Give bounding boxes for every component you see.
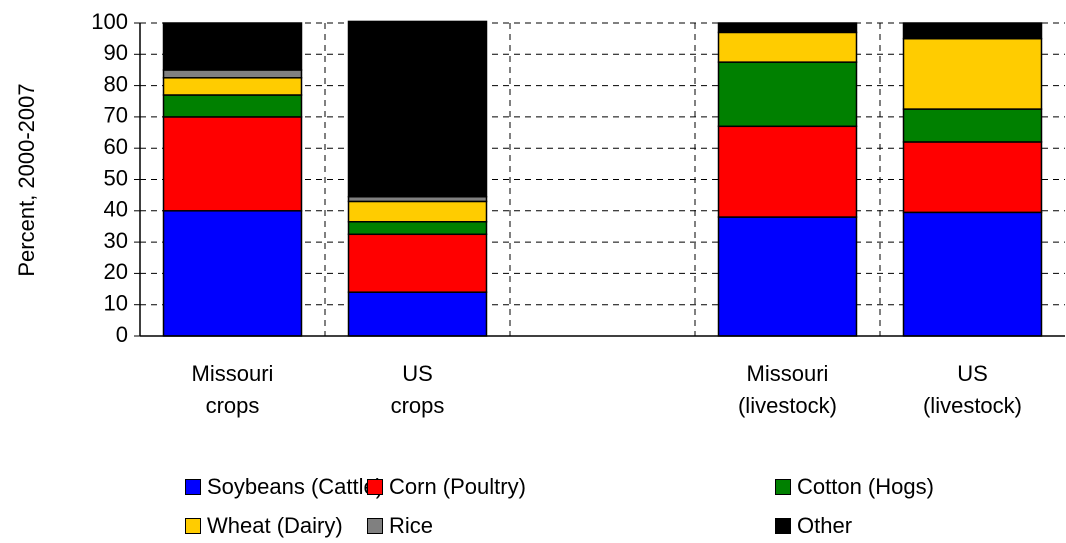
legend-swatch bbox=[367, 518, 383, 534]
bar-segment bbox=[162, 94, 303, 118]
legend-swatch bbox=[367, 479, 383, 495]
legend-swatch bbox=[185, 518, 201, 534]
legend-swatch bbox=[775, 479, 791, 495]
bar-segment bbox=[347, 20, 488, 198]
bar-segment bbox=[347, 291, 488, 337]
bar-segment bbox=[162, 116, 303, 212]
legend-swatch bbox=[185, 479, 201, 495]
y-tick-label: 60 bbox=[104, 134, 128, 159]
y-tick-label: 20 bbox=[104, 259, 128, 284]
bar-segment bbox=[902, 141, 1043, 214]
bar-segment bbox=[902, 211, 1043, 337]
x-tick-label: US crops bbox=[390, 361, 445, 418]
bar-segment bbox=[347, 233, 488, 293]
bar-segment bbox=[717, 125, 858, 218]
bar-segment bbox=[162, 69, 303, 79]
legend-swatch bbox=[775, 518, 791, 534]
y-tick-label: 10 bbox=[104, 291, 128, 316]
legend-item: Cotton (Hogs) bbox=[775, 474, 934, 500]
bar-segment bbox=[717, 216, 858, 337]
y-axis-label: Percent, 2000-2007 bbox=[14, 83, 39, 276]
legend-item: Other bbox=[775, 513, 852, 539]
y-tick-label: 40 bbox=[104, 197, 128, 222]
bar-segment bbox=[162, 210, 303, 337]
legend-label: Cotton (Hogs) bbox=[797, 474, 934, 499]
bar-segment bbox=[902, 108, 1043, 143]
y-tick-label: 80 bbox=[104, 71, 128, 96]
y-tick-label: 100 bbox=[91, 9, 128, 34]
legend-label: Other bbox=[797, 513, 853, 538]
bar-segment bbox=[347, 221, 488, 236]
y-tick-label: 50 bbox=[104, 165, 128, 190]
legend-item: Corn (Poultry) bbox=[367, 474, 526, 500]
legend-item: Rice bbox=[367, 513, 433, 539]
bar-segment bbox=[902, 37, 1043, 110]
legend-label: Soybeans (Cattle) bbox=[207, 474, 384, 499]
bar-segment bbox=[347, 200, 488, 223]
legend-item: Soybeans (Cattle) bbox=[185, 474, 383, 500]
bar-segment bbox=[717, 31, 858, 63]
legend-label: Corn (Poultry) bbox=[389, 474, 526, 499]
bar-segment bbox=[162, 22, 303, 71]
y-tick-label: 30 bbox=[104, 228, 128, 253]
bar-segment bbox=[717, 22, 858, 34]
legend-label: Rice bbox=[389, 513, 434, 538]
legend-label: Wheat (Dairy) bbox=[207, 513, 343, 538]
bar-segment bbox=[902, 22, 1043, 40]
x-tick-label: Missouri crops bbox=[191, 361, 274, 418]
y-tick-label: 90 bbox=[104, 40, 128, 65]
x-tick-label: US (livestock) bbox=[922, 361, 1022, 418]
y-tick-label: 0 bbox=[116, 322, 128, 347]
bar-segment bbox=[162, 77, 303, 96]
bar-segment bbox=[717, 61, 858, 128]
x-tick-label: Missouri (livestock) bbox=[737, 361, 837, 418]
legend-item: Wheat (Dairy) bbox=[185, 513, 343, 539]
y-tick-label: 70 bbox=[104, 103, 128, 128]
